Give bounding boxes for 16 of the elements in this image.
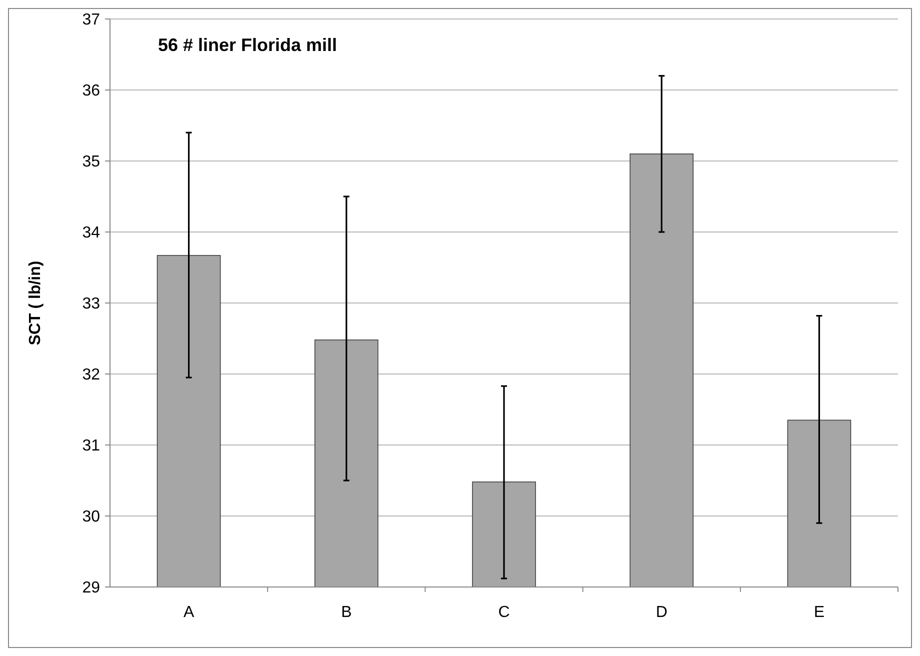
text: 56 # liner Florida mill xyxy=(158,35,338,55)
y-tick-label: 31 xyxy=(82,438,100,455)
y-tick-label: 29 xyxy=(82,580,100,597)
x-tick-label: A xyxy=(183,604,194,621)
x-tick-label: D xyxy=(656,604,668,621)
x-tick-label: B xyxy=(341,604,352,621)
y-axis-title: SCT ( lb/in) xyxy=(27,260,44,346)
y-tick-label: 30 xyxy=(82,508,100,526)
y-tick-label: 33 xyxy=(82,296,100,313)
x-tick-label: C xyxy=(498,604,510,621)
y-tick-label: 32 xyxy=(82,366,100,384)
y-tick-label: 34 xyxy=(82,224,100,242)
x-tick-label: E xyxy=(814,604,825,621)
y-tick-label: 37 xyxy=(82,12,100,29)
y-tick-label: 36 xyxy=(82,82,100,100)
y-tick-label: 35 xyxy=(82,154,100,171)
